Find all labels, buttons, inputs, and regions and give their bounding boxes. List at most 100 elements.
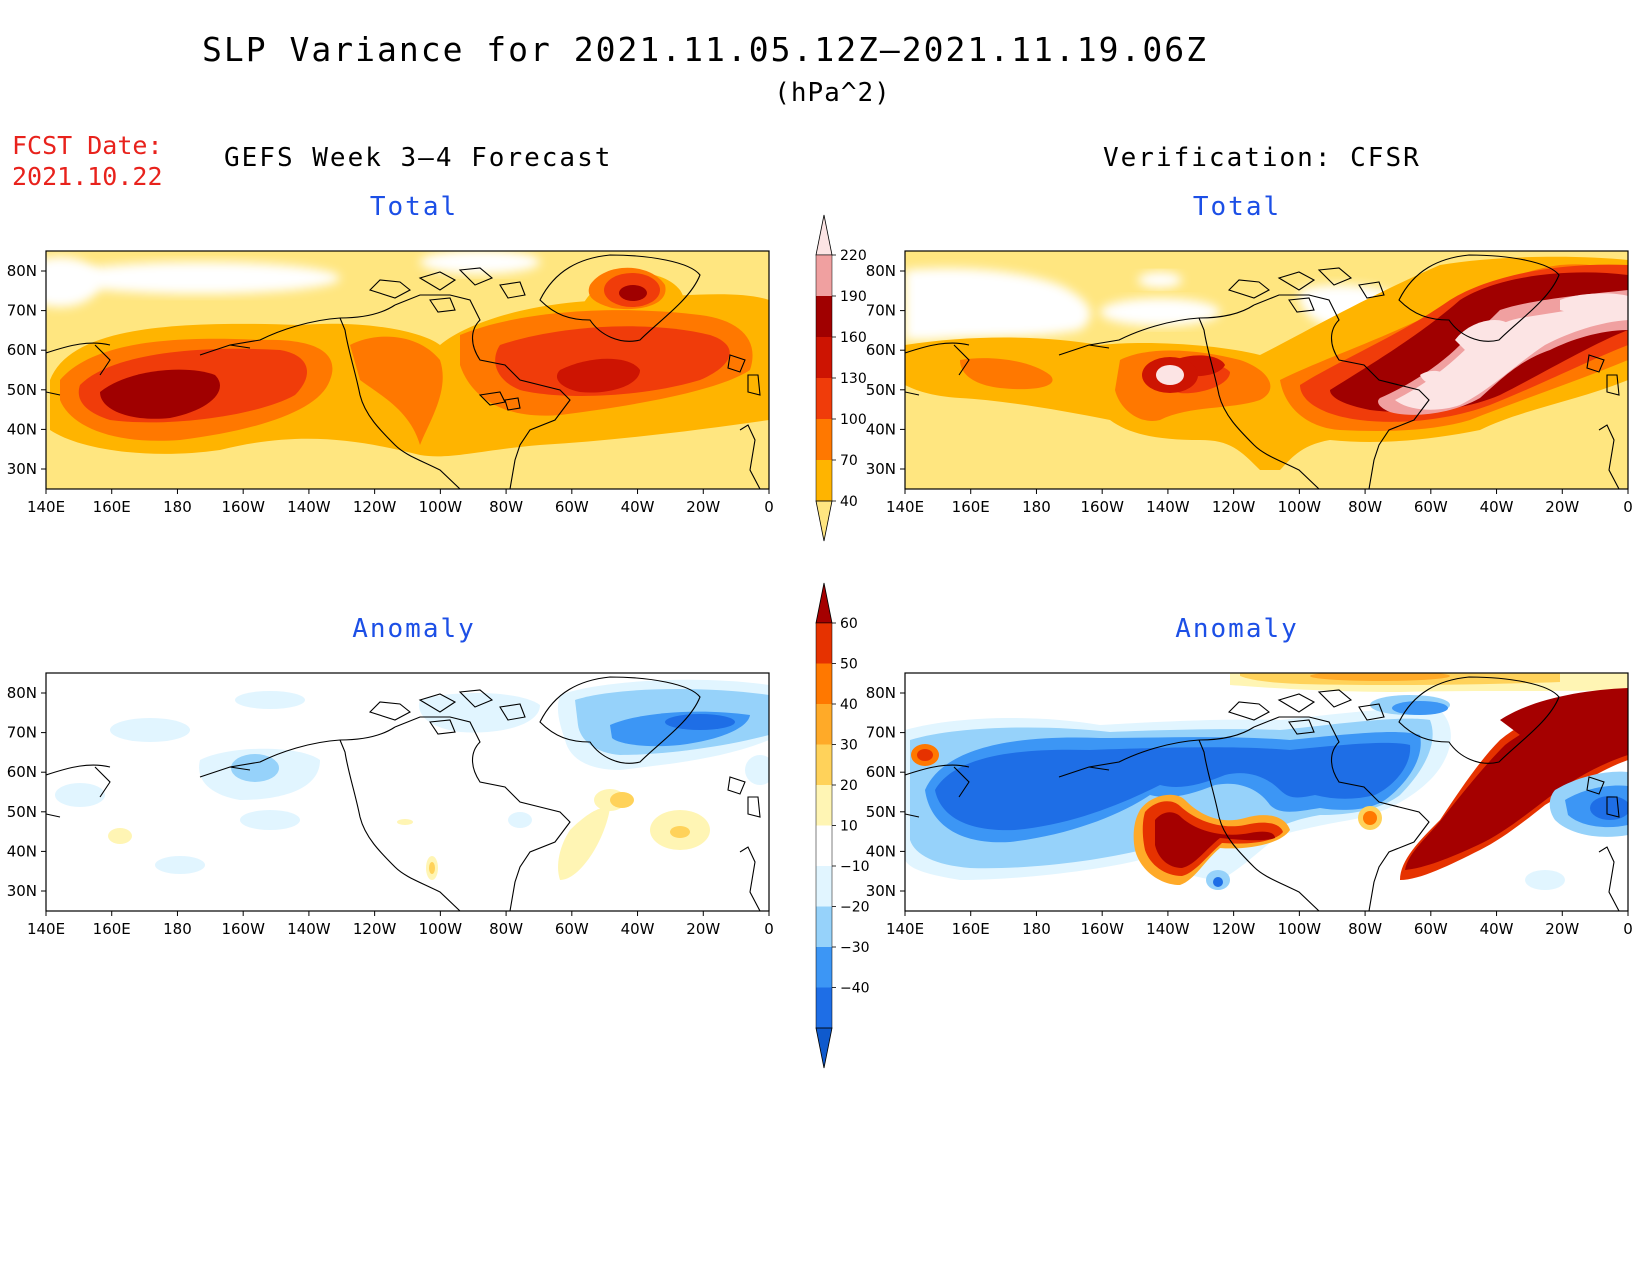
lon-tick-label: 80W [489,920,523,938]
shading-verification-anomaly [905,673,1628,911]
lon-tick-label: 160E [93,920,131,938]
frame-verification-total [904,250,1629,490]
lon-tick-label: 40W [621,498,655,516]
frame-forecast-anomaly [45,672,770,912]
lon-tick-label: 140E [27,920,65,938]
lon-tick-label: 100W [419,920,463,938]
lon-tick-label: 0 [764,498,774,516]
colorbar-swatch [816,866,832,907]
lon-tick-label: 160W [221,920,265,938]
chart-title: SLP Variance for 2021.11.05.12Z–2021.11.… [202,30,1208,69]
lat-tick-label: 70N [866,302,896,320]
colorbar-label: 60 [840,616,858,632]
lon-tick-label: 100W [1278,498,1322,516]
lon-tick-label: 140W [1146,920,1190,938]
panel-label-verification-total: Total [1192,192,1282,222]
colorbar-swatch [816,704,832,745]
lon-tick-label: 60W [1414,498,1448,516]
lat-tick-label: 70N [7,724,37,742]
lat-tick-label: 60N [866,763,896,781]
colorbar-label: 160 [840,330,867,346]
colorbar-swatch [816,255,832,296]
fcst-date-label: FCST Date: [12,131,163,160]
lon-tick-label: 20W [686,920,720,938]
lon-tick-label: 20W [1545,920,1579,938]
colorbar-swatch [816,378,832,419]
colorbar-label: 130 [840,371,867,387]
lon-tick-label: 180 [1022,498,1051,516]
colorbar-swatch [816,947,832,988]
colorbar-anomaly: 60 50 40 30 20 10 −10 −20 −30 −40 [815,582,870,1069]
colorbar-swatch [816,296,832,337]
lat-axis-forecast-total: 80N 70N 60N 50N 40N 30N [7,262,46,478]
lon-tick-label: 140W [1146,498,1190,516]
colorbar-swatch [816,623,832,664]
panel-label-verification-anomaly: Anomaly [1175,614,1299,644]
lon-tick-label: 140W [287,498,331,516]
lon-tick-label: 0 [1623,920,1633,938]
colorbar-swatch [816,337,832,378]
lon-tick-label: 100W [419,498,463,516]
lon-tick-label: 40W [621,920,655,938]
map-forecast-total: 80N 70N 60N 50N 40N 30N 140E 160E 180 160W 140W 12… [7,250,774,516]
lon-tick-label: 120W [353,920,397,938]
units-label: (hPa^2) [774,78,891,108]
lon-tick-label: 160E [952,920,990,938]
lat-tick-label: 40N [7,842,37,860]
colorbar-swatch [816,663,832,704]
colorbar-label: 40 [840,697,858,713]
lat-tick-label: 80N [866,684,896,702]
lon-tick-label: 20W [1545,498,1579,516]
lat-tick-label: 60N [7,341,37,359]
colorbar-swatch [816,419,832,460]
colorbar-label: 190 [840,289,867,305]
coastlines-forecast-anomaly [46,676,761,911]
lon-tick-label: 180 [1022,920,1051,938]
lon-tick-label: 120W [1212,498,1256,516]
colorbar-swatch [816,906,832,947]
lat-tick-label: 70N [866,724,896,742]
colorbar-label: 100 [840,412,867,428]
lon-tick-label: 160W [1080,498,1124,516]
coastlines-forecast-total [46,254,761,489]
colorbar-swatch [816,744,832,785]
lon-tick-label: 0 [764,920,774,938]
colorbar-label: 40 [840,494,858,510]
colorbar-swatch [816,785,832,826]
frame-verification-anomaly [904,672,1629,912]
lon-tick-label: 0 [1623,498,1633,516]
lat-tick-label: 50N [7,803,37,821]
lon-tick-label: 80W [489,498,523,516]
lon-axis-forecast-anomaly: 140E 160E 180 160W 140W 120W 100W 80W 60W 40W 20W 0 [27,911,774,938]
lon-tick-label: 100W [1278,920,1322,938]
coastlines-verification-total [905,254,1620,489]
lat-axis-forecast-anomaly: 80N 70N 60N 50N 40N 30N [7,684,46,900]
colorbar-cap-low [815,500,833,542]
lat-tick-label: 60N [7,763,37,781]
lon-tick-label: 60W [555,920,589,938]
lat-tick-label: 30N [866,882,896,900]
lon-tick-label: 180 [163,920,192,938]
lat-tick-label: 60N [866,341,896,359]
lon-tick-label: 20W [686,498,720,516]
map-verification-total: 80N 70N 60N 50N 40N 30N 140E 160E 180 160W 140W 12… [866,250,1633,516]
map-verification-anomaly: 80N 70N 60N 50N 40N 30N 140E 160E 180 160W 140W 12… [866,672,1633,938]
lat-tick-label: 50N [866,803,896,821]
lat-tick-label: 50N [866,381,896,399]
colorbar-total: 220 190 160 130 100 70 40 [815,214,867,542]
colorbar-swatch [816,825,832,866]
lon-tick-label: 80W [1348,498,1382,516]
lat-tick-label: 30N [866,460,896,478]
lat-tick-label: 80N [7,262,37,280]
colorbar-label: −10 [840,859,870,875]
lon-tick-label: 140E [27,498,65,516]
lon-tick-label: 160E [93,498,131,516]
forecast-heading: GEFS Week 3–4 Forecast [224,143,613,173]
lon-tick-label: 40W [1480,498,1514,516]
shading-forecast-anomaly [46,673,769,911]
colorbar-cap-high [815,214,833,256]
colorbar-cap-low [815,1027,833,1069]
lat-tick-label: 40N [7,420,37,438]
coastlines-verification-anomaly [905,676,1620,911]
fcst-date-block: FCST Date: 2021.10.22 [12,130,163,192]
